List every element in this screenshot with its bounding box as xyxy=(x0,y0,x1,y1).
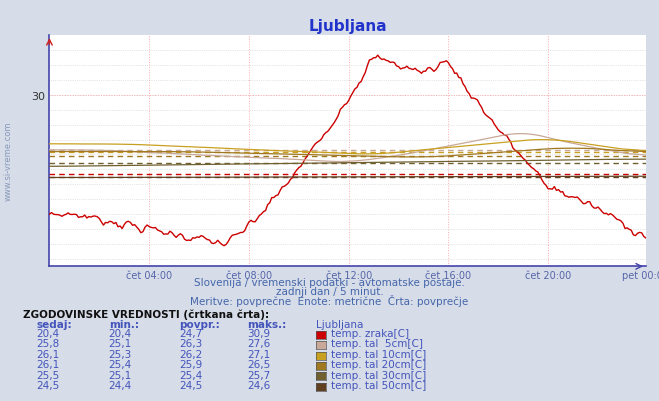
Text: temp. tal 20cm[C]: temp. tal 20cm[C] xyxy=(331,359,426,369)
Text: Slovenija / vremenski podatki - avtomatske postaje.: Slovenija / vremenski podatki - avtomats… xyxy=(194,277,465,288)
Text: temp. tal 30cm[C]: temp. tal 30cm[C] xyxy=(331,370,426,380)
Text: 20,4: 20,4 xyxy=(109,328,132,338)
Text: min.:: min.: xyxy=(109,319,139,329)
Text: 25,4: 25,4 xyxy=(179,370,202,380)
Text: 25,4: 25,4 xyxy=(109,359,132,369)
Text: 24,7: 24,7 xyxy=(179,328,202,338)
Text: sedaj:: sedaj: xyxy=(36,319,72,329)
Text: 24,5: 24,5 xyxy=(36,380,59,390)
Text: temp. tal  5cm[C]: temp. tal 5cm[C] xyxy=(331,338,423,348)
Text: 25,9: 25,9 xyxy=(179,359,202,369)
Text: povpr.:: povpr.: xyxy=(179,319,220,329)
Text: temp. zraka[C]: temp. zraka[C] xyxy=(331,328,409,338)
Text: 30,9: 30,9 xyxy=(247,328,270,338)
Text: ZGODOVINSKE VREDNOSTI (črtkana črta):: ZGODOVINSKE VREDNOSTI (črtkana črta): xyxy=(23,309,269,320)
Title: Ljubljana: Ljubljana xyxy=(308,18,387,34)
Text: 25,7: 25,7 xyxy=(247,370,270,380)
Text: temp. tal 10cm[C]: temp. tal 10cm[C] xyxy=(331,349,426,359)
Text: 27,1: 27,1 xyxy=(247,349,270,359)
Text: 25,1: 25,1 xyxy=(109,370,132,380)
Text: maks.:: maks.: xyxy=(247,319,287,329)
Text: temp. tal 50cm[C]: temp. tal 50cm[C] xyxy=(331,380,426,390)
Text: 25,1: 25,1 xyxy=(109,338,132,348)
Text: 24,6: 24,6 xyxy=(247,380,270,390)
Text: www.si-vreme.com: www.si-vreme.com xyxy=(4,121,13,200)
Text: 20,4: 20,4 xyxy=(36,328,59,338)
Text: 26,3: 26,3 xyxy=(179,338,202,348)
Text: zadnji dan / 5 minut.: zadnji dan / 5 minut. xyxy=(275,287,384,297)
Text: 25,3: 25,3 xyxy=(109,349,132,359)
Text: 26,2: 26,2 xyxy=(179,349,202,359)
Text: 25,8: 25,8 xyxy=(36,338,59,348)
Text: 26,5: 26,5 xyxy=(247,359,270,369)
Text: 24,4: 24,4 xyxy=(109,380,132,390)
Text: 26,1: 26,1 xyxy=(36,359,59,369)
Text: 27,6: 27,6 xyxy=(247,338,270,348)
Text: 26,1: 26,1 xyxy=(36,349,59,359)
Text: Ljubljana: Ljubljana xyxy=(316,319,364,329)
Text: Meritve: povprečne  Enote: metrične  Črta: povprečje: Meritve: povprečne Enote: metrične Črta:… xyxy=(190,294,469,306)
Text: 24,5: 24,5 xyxy=(179,380,202,390)
Text: 25,5: 25,5 xyxy=(36,370,59,380)
